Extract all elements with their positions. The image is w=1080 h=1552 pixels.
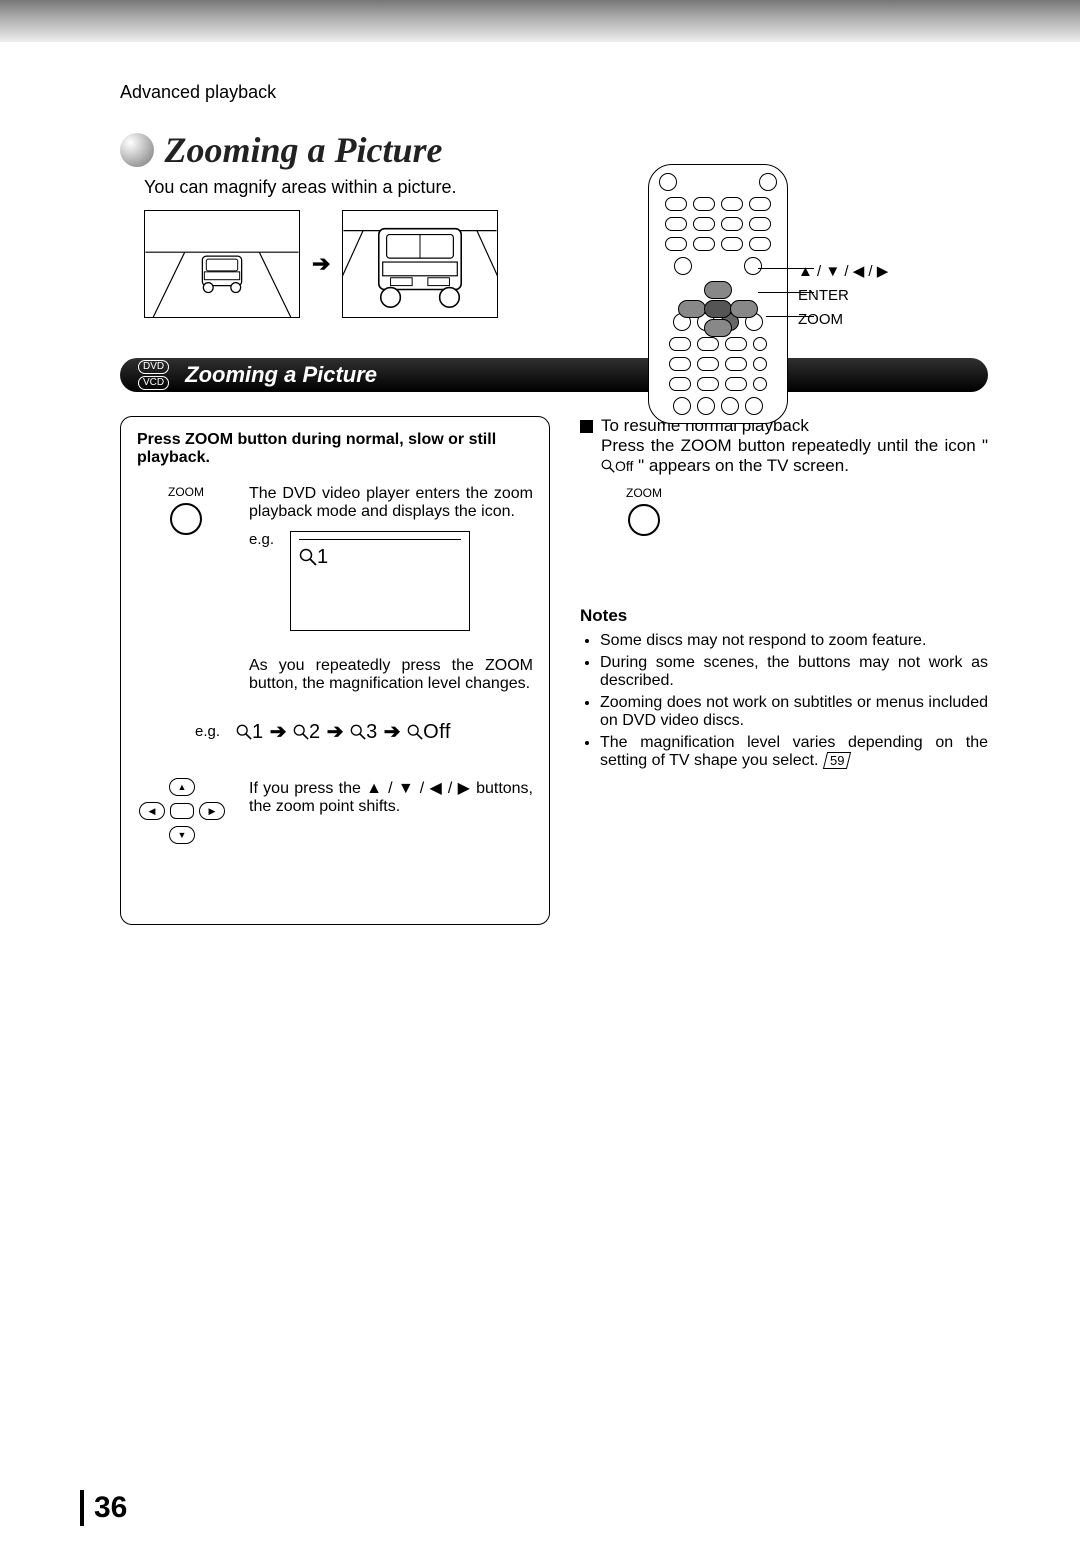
step-3: ▲ ◀ ▶ ▼ If you press the ▲ / ▼ / ◀ / ▶ b… bbox=[137, 778, 533, 858]
badge-dvd: DVD bbox=[138, 360, 169, 374]
step3-text: If you press the ▲ / ▼ / ◀ / ▶ buttons, … bbox=[249, 778, 533, 816]
annot-zoom: ZOOM bbox=[798, 308, 888, 332]
remote-annotations: ▲ / ▼ / ◀ / ▶ ENTER ZOOM bbox=[798, 260, 888, 332]
main-title: Zooming a Picture bbox=[164, 130, 442, 170]
notes-list: Some discs may not respond to zoom featu… bbox=[580, 632, 988, 770]
note-item: Some discs may not respond to zoom featu… bbox=[600, 632, 988, 650]
square-bullet-icon bbox=[580, 420, 593, 433]
step-1: ZOOM The DVD video player enters the zoo… bbox=[137, 485, 533, 631]
zoom-sequence: 1 ➔ 2 ➔ 3 ➔ Off bbox=[236, 719, 451, 744]
before-frame bbox=[144, 210, 300, 318]
instruction-heading: Press ZOOM button during normal, slow or… bbox=[137, 431, 533, 467]
remote-dpad-icon bbox=[678, 281, 758, 307]
resume-block: To resume normal playback Press the ZOOM… bbox=[580, 416, 988, 536]
note-item: The magnification level varies depending… bbox=[600, 734, 988, 770]
section-title: Zooming a Picture bbox=[185, 362, 377, 388]
note-item: During some scenes, the buttons may not … bbox=[600, 654, 988, 690]
eg-label-1: e.g. bbox=[249, 531, 274, 548]
badge-vcd: VCD bbox=[138, 376, 169, 390]
magnify-level: 1 bbox=[317, 546, 328, 568]
zoom-button-icon: ZOOM bbox=[137, 485, 235, 535]
top-gradient bbox=[0, 0, 1080, 42]
page-reference: 59 bbox=[823, 752, 852, 769]
arrow-icon: ➔ bbox=[312, 251, 330, 277]
step2-text: As you repeatedly press the ZOOM button,… bbox=[249, 657, 533, 693]
step-2: As you repeatedly press the ZOOM button,… bbox=[137, 657, 533, 693]
zoom-button-icon-2: ZOOM bbox=[614, 486, 674, 536]
notes-heading: Notes bbox=[580, 606, 988, 626]
page: Advanced playback Zooming a Picture You … bbox=[0, 42, 1080, 1552]
after-frame bbox=[342, 210, 498, 318]
note-item: Zooming does not work on subtitles or me… bbox=[600, 694, 988, 730]
left-instruction-box: Press ZOOM button during normal, slow or… bbox=[120, 416, 550, 925]
eg-label-2: e.g. bbox=[195, 723, 220, 740]
annot-dirs: ▲ / ▼ / ◀ / ▶ bbox=[798, 260, 888, 284]
two-col: Press ZOOM button during normal, slow or… bbox=[120, 416, 988, 925]
breadcrumb: Advanced playback bbox=[120, 82, 988, 103]
page-number: 36 bbox=[80, 1490, 127, 1526]
mini-screen: 1 bbox=[290, 531, 470, 631]
remote-diagram: ▲ / ▼ / ◀ / ▶ ENTER ZOOM bbox=[648, 164, 988, 434]
dpad-icon: ▲ ◀ ▶ ▼ bbox=[137, 778, 227, 858]
step1-text: The DVD video player enters the zoom pla… bbox=[249, 485, 533, 521]
resume-body: Press the ZOOM button repeatedly until t… bbox=[601, 436, 988, 476]
right-column: To resume normal playback Press the ZOOM… bbox=[580, 416, 988, 925]
bullet-sphere-icon bbox=[120, 133, 154, 167]
annot-enter: ENTER bbox=[798, 284, 888, 308]
remote-outline bbox=[648, 164, 788, 424]
